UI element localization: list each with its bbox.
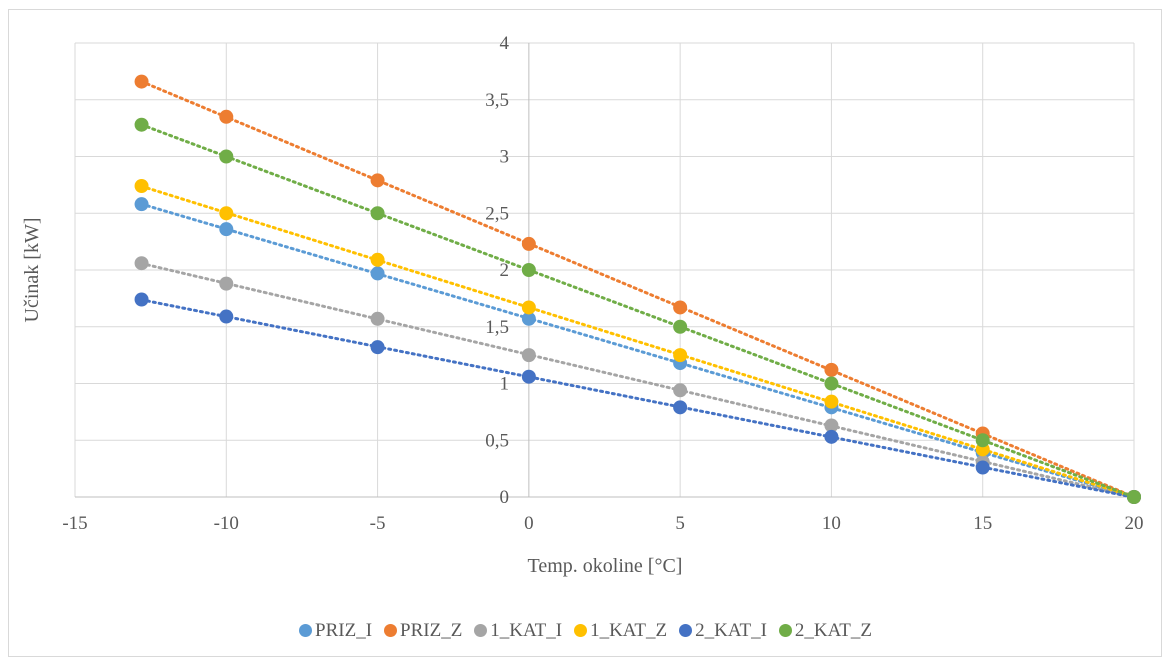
trendline-2_KAT_I [140,298,1136,499]
legend-marker [299,623,313,637]
legend-item: 2_KAT_Z [778,619,872,642]
point-1_KAT_Z [824,394,839,409]
x-tick-label: -5 [370,513,386,534]
point-2_KAT_I [370,340,385,355]
chart-frame [8,9,1162,657]
legend-label: 1_KAT_Z [590,619,668,641]
x-axis-title: Temp. okoline [°C] [528,555,683,577]
point-PRIZ_I [219,222,234,237]
x-tick-label: 20 [1125,513,1144,534]
legend-marker [574,623,588,637]
y-tick-label: 3,5 [485,90,509,111]
legend-label: PRIZ_I [315,619,373,641]
y-tick-label: 1,5 [485,317,509,338]
point-1_KAT_I [521,348,536,363]
y-tick-label: 0 [500,487,510,508]
legend-marker [384,623,398,637]
legend-label: 2_KAT_I [695,619,767,641]
y-tick-label: 4 [500,33,510,54]
point-2_KAT_I [219,309,234,324]
trendline-2_KAT_Z [140,123,1136,499]
y-tick-label: 2 [500,260,510,281]
legend: PRIZ_I PRIZ_Z 1_KAT_I 1_KAT_Z 2_KAT_I 2_KAT_Z [0,619,1171,642]
point-2_KAT_I [521,369,536,384]
point-2_KAT_Z [673,319,688,334]
point-2_KAT_Z [824,376,839,391]
trendlines [140,80,1136,499]
x-tick-label: 10 [822,513,841,534]
x-tick-label: 0 [524,513,534,534]
x-tick-label: 15 [973,513,992,534]
point-1_KAT_I [673,383,688,398]
point-1_KAT_I [219,276,234,291]
point-1_KAT_Z [219,206,234,221]
point-2_KAT_Z [1127,490,1141,504]
legend-marker [778,623,792,637]
y-tick-label: 1 [500,374,510,395]
trendline-PRIZ_Z [140,80,1136,499]
point-1_KAT_I [370,311,385,326]
point-PRIZ_Z [521,236,536,251]
point-PRIZ_Z [219,109,234,124]
y-tick-label: 3 [500,147,510,168]
x-tick-label: -10 [214,513,239,534]
legend-item: 1_KAT_I [474,620,562,642]
grid-lines [74,42,1135,497]
point-1_KAT_Z [134,179,149,194]
legend-label: 1_KAT_I [490,619,563,641]
y-tick-label: 2,5 [485,203,509,224]
point-2_KAT_I [673,400,688,415]
tick-labels: 0 0,5 1 1,5 2 2,5 3 3,5 4 -15 -10 -5 0 5 10 15 20 [62,33,1143,534]
point-PRIZ_Z [134,74,149,89]
y-axis-title: Učinak [kW] [21,218,43,323]
legend-item: 1_KAT_Z [574,620,667,642]
legend-label: PRIZ_Z [400,619,463,641]
point-2_KAT_Z [975,433,990,448]
point-PRIZ_I [521,311,536,326]
trendline-1_KAT_Z [140,184,1136,499]
legend-marker [474,623,488,637]
point-PRIZ_I [134,197,149,212]
trendline-PRIZ_I [140,202,1136,499]
point-2_KAT_Z [219,149,234,164]
legend-item: PRIZ_Z [384,620,462,642]
y-tick-label: 0,5 [485,430,509,451]
legend-item: 2_KAT_I [679,620,767,642]
point-2_KAT_Z [521,263,536,277]
legend-marker [679,623,693,637]
point-2_KAT_Z [370,206,385,221]
data-points [134,74,1141,504]
point-1_KAT_I [824,418,839,433]
point-PRIZ_Z [673,300,688,315]
point-2_KAT_I [134,292,149,307]
point-PRIZ_Z [370,173,385,188]
point-PRIZ_I [370,266,385,281]
point-1_KAT_Z [521,300,536,315]
point-1_KAT_Z [370,252,385,267]
x-tick-label: -15 [62,513,87,534]
point-2_KAT_I [975,460,990,475]
point-1_KAT_Z [673,348,688,363]
legend-item: PRIZ_I [299,620,372,642]
x-tick-label: 5 [675,513,685,534]
legend-label: 2_KAT_Z [794,619,872,641]
point-PRIZ_Z [824,362,839,377]
trendline-1_KAT_I [140,261,1136,499]
point-2_KAT_Z [134,117,149,132]
point-2_KAT_I [824,429,839,444]
point-1_KAT_I [134,256,149,271]
